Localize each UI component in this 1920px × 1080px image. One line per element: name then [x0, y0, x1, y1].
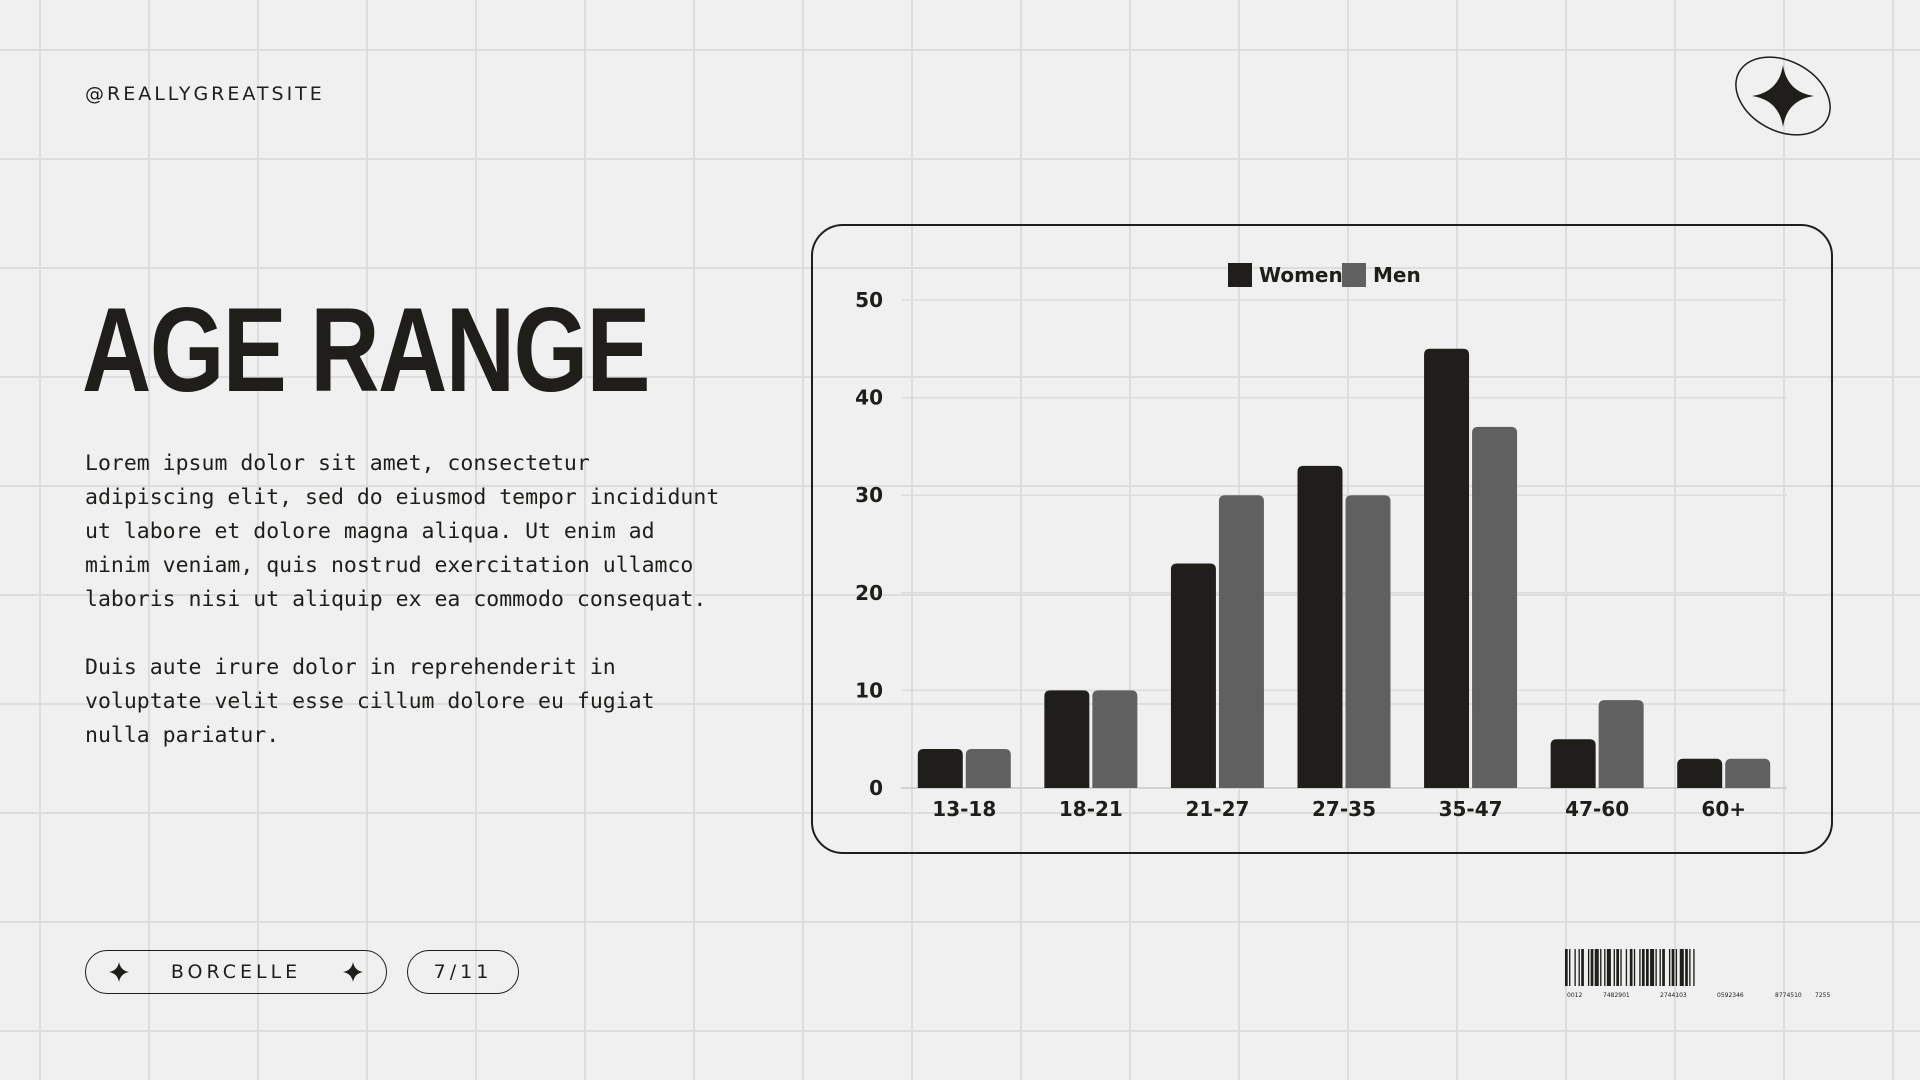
y-tick-label: 50 — [855, 288, 883, 312]
barcode-number: 8774510 — [1775, 992, 1802, 999]
barcode-number: 0012 — [1567, 992, 1582, 999]
barcode-bar — [1662, 949, 1665, 986]
barcode-bar — [1620, 949, 1622, 986]
barcode-bar — [1616, 949, 1619, 986]
x-tick-label: 13-18 — [932, 797, 996, 821]
barcode-bar — [1675, 949, 1678, 986]
brand-name: BORCELLE — [170, 961, 302, 983]
bar-men — [1598, 700, 1644, 788]
barcode-bar — [1590, 949, 1594, 986]
site-handle: @REALLYGREATSITE — [85, 83, 325, 105]
x-tick-label: 35-47 — [1439, 797, 1503, 821]
barcode-bar — [1679, 949, 1684, 986]
bar-women — [917, 748, 963, 788]
barcode-number: 7482901 — [1603, 992, 1630, 999]
barcode-bar — [1606, 949, 1611, 986]
barcode-bar — [1569, 949, 1571, 986]
barcode: 0012 7482901 2744103 0592346 8774510 7255 — [1565, 949, 1830, 999]
bar-women — [1044, 690, 1090, 788]
bar-men — [1092, 690, 1138, 788]
barcode-bar — [1639, 949, 1641, 986]
x-tick-label: 21-27 — [1185, 797, 1249, 821]
barcode-bar — [1604, 949, 1606, 986]
legend-swatch — [1342, 263, 1366, 287]
brand-pill: BORCELLE — [85, 950, 387, 994]
sparkle-icon — [109, 962, 129, 982]
bar-men — [1345, 495, 1391, 788]
y-tick-label: 10 — [855, 678, 883, 702]
bar-men — [1472, 426, 1518, 788]
barcode-bar — [1689, 949, 1691, 986]
legend-swatch — [1228, 263, 1252, 287]
bar-women — [1550, 739, 1596, 788]
barcode-bar — [1578, 949, 1580, 986]
barcode-bar — [1625, 949, 1628, 986]
barcode-bar — [1574, 949, 1576, 986]
barcode-number: 7255 — [1815, 992, 1830, 999]
y-tick-label: 40 — [855, 386, 883, 410]
age-range-bar-chart: 0 10 20 30 40 50 13-18 18-21 21-27 27-35 35-47 47-6… — [855, 263, 1787, 821]
chart-card: 0 10 20 30 40 50 13-18 18-21 21-27 27-35 35-47 47-6… — [811, 224, 1833, 854]
barcode-bar — [1650, 949, 1655, 986]
barcode-bar — [1600, 949, 1602, 986]
description-paragraph-2: Duis aute irure dolor in reprehenderit i… — [85, 655, 655, 748]
barcode-bar — [1587, 949, 1590, 986]
sparkle-icon — [342, 962, 363, 982]
barcode-bar — [1581, 949, 1584, 986]
barcode-bar — [1641, 949, 1645, 986]
barcode-bar — [1594, 949, 1599, 986]
description: Lorem ipsum dolor sit amet, consectetur … — [85, 447, 725, 787]
y-tick-label: 30 — [855, 483, 883, 507]
barcode-bar — [1668, 949, 1671, 986]
page-number: 7/11 — [407, 950, 519, 994]
barcode-bar — [1629, 949, 1633, 986]
barcode-bar — [1685, 949, 1688, 986]
barcode-bar — [1671, 949, 1675, 986]
bar-women — [1297, 465, 1343, 788]
barcode-bar — [1693, 949, 1695, 986]
bar-women — [1170, 563, 1216, 788]
barcode-number: 0592346 — [1717, 992, 1744, 999]
description-paragraph-1: Lorem ipsum dolor sit amet, consectetur … — [85, 451, 720, 612]
x-tick-label: 18-21 — [1059, 797, 1123, 821]
barcode-bar — [1659, 949, 1661, 986]
barcode-bar — [1633, 949, 1636, 986]
barcode-bar — [1655, 949, 1657, 986]
bar-women — [1677, 758, 1723, 788]
barcode-bar — [1646, 949, 1649, 986]
bar-women — [1424, 348, 1470, 788]
barcode-number: 2744103 — [1660, 992, 1687, 999]
legend-label: Women — [1259, 263, 1343, 287]
y-tick-label: 20 — [855, 581, 883, 605]
barcode-bar — [1613, 949, 1615, 986]
x-tick-label: 60+ — [1701, 797, 1746, 821]
x-tick-label: 27-35 — [1312, 797, 1376, 821]
bar-men — [1218, 495, 1264, 788]
star-ellipse-icon — [1735, 56, 1831, 136]
page-title: AGE RANGE — [82, 283, 651, 417]
legend-label: Men — [1373, 263, 1421, 287]
barcode-bar — [1565, 949, 1568, 986]
bar-men — [965, 748, 1011, 788]
bar-men — [1725, 758, 1771, 788]
y-tick-label: 0 — [869, 776, 883, 800]
x-tick-label: 47-60 — [1565, 797, 1629, 821]
